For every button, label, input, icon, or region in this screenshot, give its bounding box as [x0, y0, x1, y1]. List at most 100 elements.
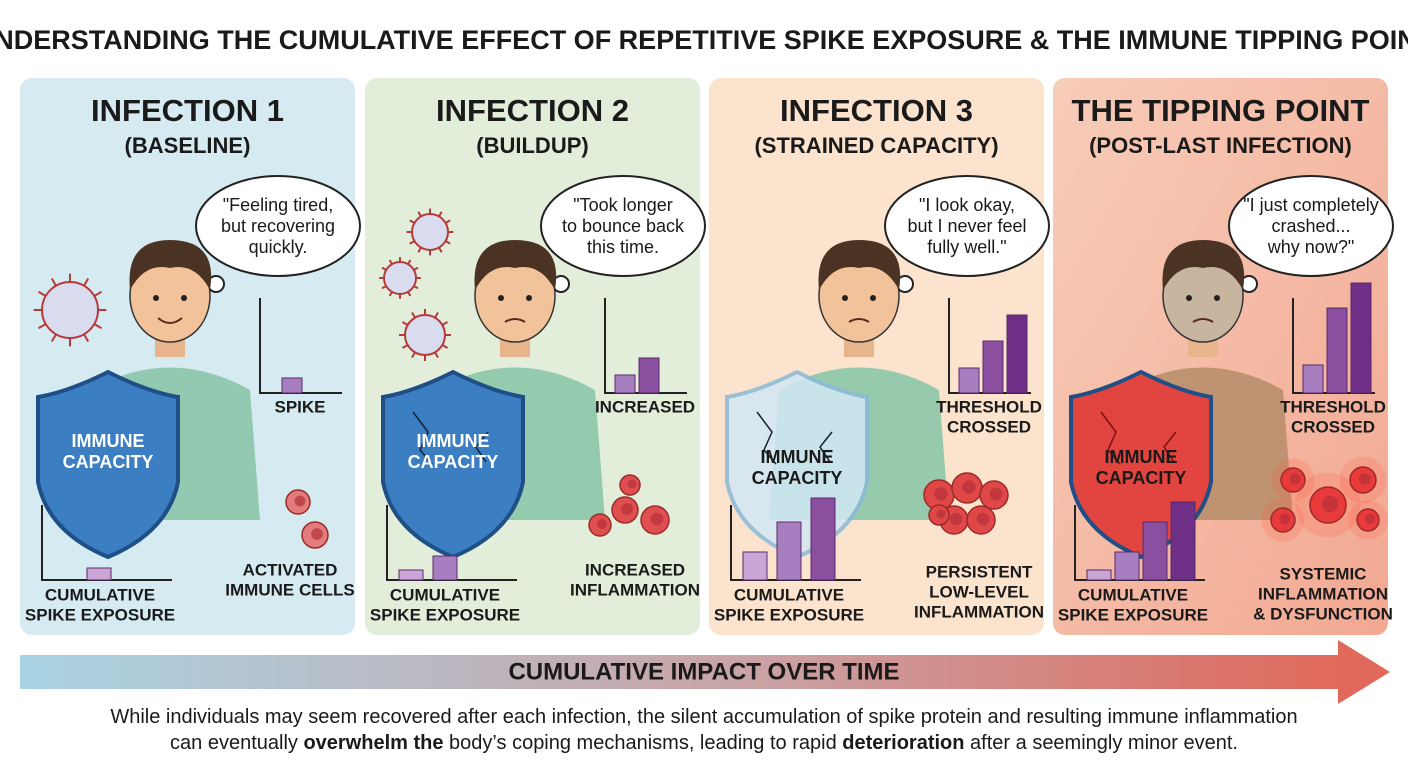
- shield-label: IMMUNE: [1105, 447, 1178, 467]
- panel-title: INFECTION 3: [780, 93, 973, 128]
- cumulative-chart-bar: [1086, 569, 1112, 581]
- cumulative-chart-axes: [41, 505, 172, 581]
- timeline-arrow-head: [1338, 640, 1390, 704]
- cell-nucleus: [597, 519, 607, 529]
- mini-chart-bar: [958, 367, 980, 394]
- footer-line: While individuals may seem recovered aft…: [110, 706, 1297, 728]
- person-eye: [526, 295, 532, 301]
- cells-label: INFLAMMATION: [914, 602, 1044, 621]
- shield-label: IMMUNE: [72, 431, 145, 451]
- person-eye: [1214, 295, 1220, 301]
- cumulative-chart-bar: [86, 567, 112, 581]
- mini-chart-bar: [638, 357, 660, 394]
- cells-label: INFLAMMATION: [570, 580, 700, 599]
- cell-nucleus: [1279, 513, 1291, 525]
- virus-spike: [83, 333, 90, 343]
- shield-label: IMMUNE: [761, 447, 834, 467]
- mini-chart-bar: [1350, 282, 1372, 394]
- cell-nucleus: [1321, 495, 1339, 513]
- thought-text: "I look okay,: [919, 195, 1015, 215]
- cell-nucleus: [1359, 473, 1371, 485]
- footer-segment: can eventually: [170, 732, 303, 754]
- thought-bubble: [195, 175, 361, 277]
- thought-bubble: [884, 175, 1050, 277]
- person-eye: [1186, 295, 1192, 301]
- panel: INFECTION 1 (BASELINE) "Feeling tired,but …: [20, 78, 361, 635]
- virus: [41, 281, 99, 339]
- cell-nucleus: [934, 487, 948, 501]
- person-eye: [842, 295, 848, 301]
- thought-bubble: [1228, 175, 1394, 277]
- virus-spike: [37, 290, 47, 297]
- cumulative-label: CUMULATIVE: [734, 585, 844, 604]
- cumulative-chart-bar: [1114, 551, 1140, 581]
- footer: While individuals may seem recovered aft…: [110, 706, 1297, 754]
- cumulative-chart-bar: [432, 555, 458, 581]
- thought-text: crashed...: [1271, 216, 1350, 236]
- mini-chart-bar: [1302, 364, 1324, 394]
- shield-label: CAPACITY: [63, 452, 154, 472]
- person-mouth: [504, 318, 526, 323]
- panel: INFECTION 3 (STRAINED CAPACITY) "I look ok…: [709, 78, 1050, 635]
- cumulative-label: SPIKE EXPOSURE: [25, 605, 175, 624]
- cell-nucleus: [1365, 514, 1375, 524]
- person-mouth: [848, 318, 870, 323]
- cell-nucleus: [650, 512, 664, 526]
- cumulative-chart-axes: [386, 505, 517, 581]
- mini-chart-axes: [948, 298, 1031, 394]
- cumulative-label: CUMULATIVE: [45, 585, 155, 604]
- thought-text: this time.: [587, 237, 659, 257]
- person-hair: [129, 240, 212, 290]
- cells-label: PERSISTENT: [926, 562, 1033, 581]
- person-hair: [818, 240, 901, 290]
- cell-nucleus: [1289, 473, 1301, 485]
- mini-chart-bar: [281, 377, 303, 394]
- mini-chart-axes: [1292, 298, 1375, 394]
- panel: THE TIPPING POINT (POST-LAST INFECTION) "I…: [1053, 78, 1394, 635]
- cells-label: ACTIVATED: [243, 560, 338, 579]
- virus-spike: [93, 290, 103, 297]
- mini-chart-label: CROSSED: [1291, 417, 1375, 436]
- mini-chart-label: SPIKE: [274, 397, 325, 416]
- person-eye: [498, 295, 504, 301]
- virus-spike: [37, 323, 47, 330]
- cells-label: INCREASED: [585, 560, 685, 579]
- thought-text: why now?": [1267, 237, 1354, 257]
- cell-nucleus: [962, 480, 976, 494]
- person-mouth: [1192, 318, 1214, 323]
- cell-nucleus: [949, 512, 963, 526]
- cumulative-chart-bar: [1170, 501, 1196, 581]
- thought-text: but I never feel: [907, 216, 1026, 236]
- thought-text: but recovering: [221, 216, 335, 236]
- person-eye: [153, 295, 159, 301]
- mini-chart-bar: [1326, 307, 1348, 394]
- cell-nucleus: [311, 528, 323, 540]
- footer-line: can eventually overwhelm the body’s copi…: [170, 732, 1238, 754]
- footer-segment: after a seemingly minor event.: [965, 732, 1238, 754]
- shield-label: CAPACITY: [752, 468, 843, 488]
- virus-spike: [93, 323, 103, 330]
- cells-label: INFLAMMATION: [1258, 584, 1388, 603]
- cell-nucleus: [936, 509, 946, 519]
- cumulative-chart-bar: [810, 497, 836, 581]
- mini-chart-label: THRESHOLD: [936, 397, 1042, 416]
- footer-segment: body’s coping mechanisms, leading to rap…: [444, 732, 843, 754]
- timeline-arrow-body: [20, 655, 1340, 689]
- shield-crack: [1100, 411, 1177, 465]
- virus: [383, 261, 417, 295]
- panel-title: INFECTION 2: [436, 93, 629, 128]
- thought-text: quickly.: [249, 237, 308, 257]
- cumulative-label: SPIKE EXPOSURE: [370, 605, 520, 624]
- mini-chart-axes: [604, 298, 687, 394]
- virus: [411, 213, 449, 251]
- cell-nucleus: [294, 495, 306, 507]
- mini-chart-axes: [259, 298, 342, 394]
- cells-label: SYSTEMIC: [1280, 564, 1367, 583]
- person-eye: [870, 295, 876, 301]
- cumulative-label: SPIKE EXPOSURE: [714, 605, 864, 624]
- panel-title: INFECTION 1: [91, 93, 284, 128]
- cells-label: & DYSFUNCTION: [1253, 604, 1393, 623]
- mini-chart-bar: [982, 340, 1004, 394]
